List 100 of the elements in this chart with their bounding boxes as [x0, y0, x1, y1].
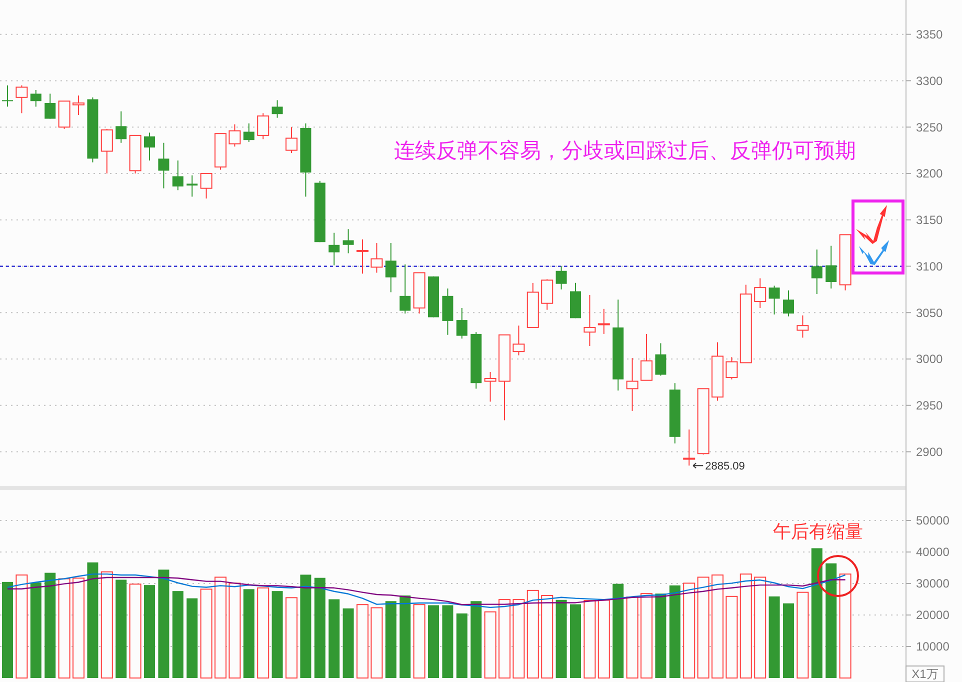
bar: [16, 574, 28, 678]
bar: [172, 591, 184, 678]
bar: [214, 576, 226, 678]
y-tick-label: 2950: [916, 398, 944, 413]
bar: [456, 613, 468, 678]
candlestick: [655, 342, 666, 376]
y-tick-label: 40000: [916, 545, 950, 560]
candlestick: [512, 325, 525, 356]
annotation: 2885.09: [705, 460, 745, 472]
candlestick: [796, 314, 809, 338]
bar: [58, 578, 70, 678]
bar: [512, 599, 525, 678]
bar: [413, 604, 426, 678]
bar: [200, 588, 212, 678]
bar: [612, 584, 624, 678]
y-tick-label: 3350: [916, 28, 944, 42]
bar: [400, 595, 411, 678]
y-tick-label: 20000: [916, 608, 950, 622]
bar: [626, 596, 638, 678]
bar: [87, 562, 98, 678]
bar: [2, 582, 13, 678]
text: X1万: [912, 667, 938, 682]
y-tick-label: 3000: [916, 352, 944, 366]
candlestick: [16, 84, 28, 114]
bar: [584, 600, 596, 678]
bar: [356, 604, 368, 678]
candlestick: [556, 266, 567, 290]
bar: [158, 570, 170, 678]
bar: [754, 576, 766, 678]
bar: [428, 605, 439, 678]
candlestick: [370, 242, 383, 274]
candlestick: [826, 245, 837, 289]
bar: [228, 582, 241, 678]
y-tick-label: 3250: [916, 120, 944, 134]
candlestick: [272, 100, 283, 118]
bar: [541, 594, 554, 678]
bar: [484, 611, 496, 678]
y-tick-label: 10000: [916, 640, 950, 654]
candlestick: [144, 132, 155, 161]
bar: [370, 607, 383, 678]
candlestick: [783, 290, 794, 317]
bar: [342, 608, 354, 678]
candlestick: [2, 84, 13, 108]
y-tick-label: 30000: [916, 576, 950, 591]
bar: [640, 593, 652, 678]
candlestick: [243, 122, 254, 142]
y-tick-label: 3300: [916, 74, 944, 88]
candlestick: [200, 172, 212, 200]
candlestick: [72, 95, 84, 116]
candlestick: [768, 285, 780, 315]
bar: [839, 574, 852, 678]
candlestick: [186, 174, 198, 198]
bar: [598, 600, 610, 678]
y-tick-label: 3200: [916, 166, 944, 181]
bar: [272, 591, 283, 678]
candlestick: [640, 333, 652, 381]
candlestick: [541, 278, 554, 310]
bar: [768, 596, 780, 678]
bar: [116, 580, 127, 678]
y-tick-label: 3050: [916, 306, 944, 320]
candlestick: [385, 242, 396, 293]
candlestick: [286, 126, 298, 154]
bar: [811, 548, 822, 678]
annotation: 连续反弹不容易，分歧或回踩过后、反弹仍可预期: [394, 139, 856, 162]
bar: [186, 598, 198, 678]
bar: [556, 600, 567, 678]
bar: [144, 585, 155, 678]
bar: [30, 582, 42, 678]
y-tick-label: 50000: [916, 514, 950, 528]
candlestick: [400, 264, 411, 314]
candlestick: [584, 294, 596, 346]
candlestick: [342, 228, 354, 254]
bar: [655, 594, 666, 678]
candlestick: [811, 249, 822, 295]
bar: [570, 604, 581, 678]
candlestick: [228, 124, 241, 148]
candlestick: [484, 371, 496, 402]
bar: [826, 563, 837, 678]
y-tick-label: 3150: [916, 213, 944, 228]
bar: [385, 601, 396, 678]
bar: [470, 601, 482, 678]
bar: [526, 590, 539, 678]
candlestick: [726, 356, 738, 380]
annotation: 午后有缩量: [773, 521, 863, 542]
bar: [243, 589, 254, 678]
bar: [129, 584, 142, 678]
bar: [712, 574, 724, 678]
candlestick: [456, 307, 468, 340]
bar: [740, 574, 752, 678]
candlestick: [328, 232, 340, 266]
candlestick: [626, 358, 638, 412]
bar: [72, 578, 84, 678]
candlestick: [683, 428, 696, 466]
candlestick: [257, 112, 270, 140]
bar: [286, 597, 298, 678]
candlestick: [598, 308, 610, 334]
bar: [669, 585, 680, 678]
bar: [300, 574, 312, 678]
bar: [783, 603, 794, 678]
candlestick: [116, 110, 127, 144]
